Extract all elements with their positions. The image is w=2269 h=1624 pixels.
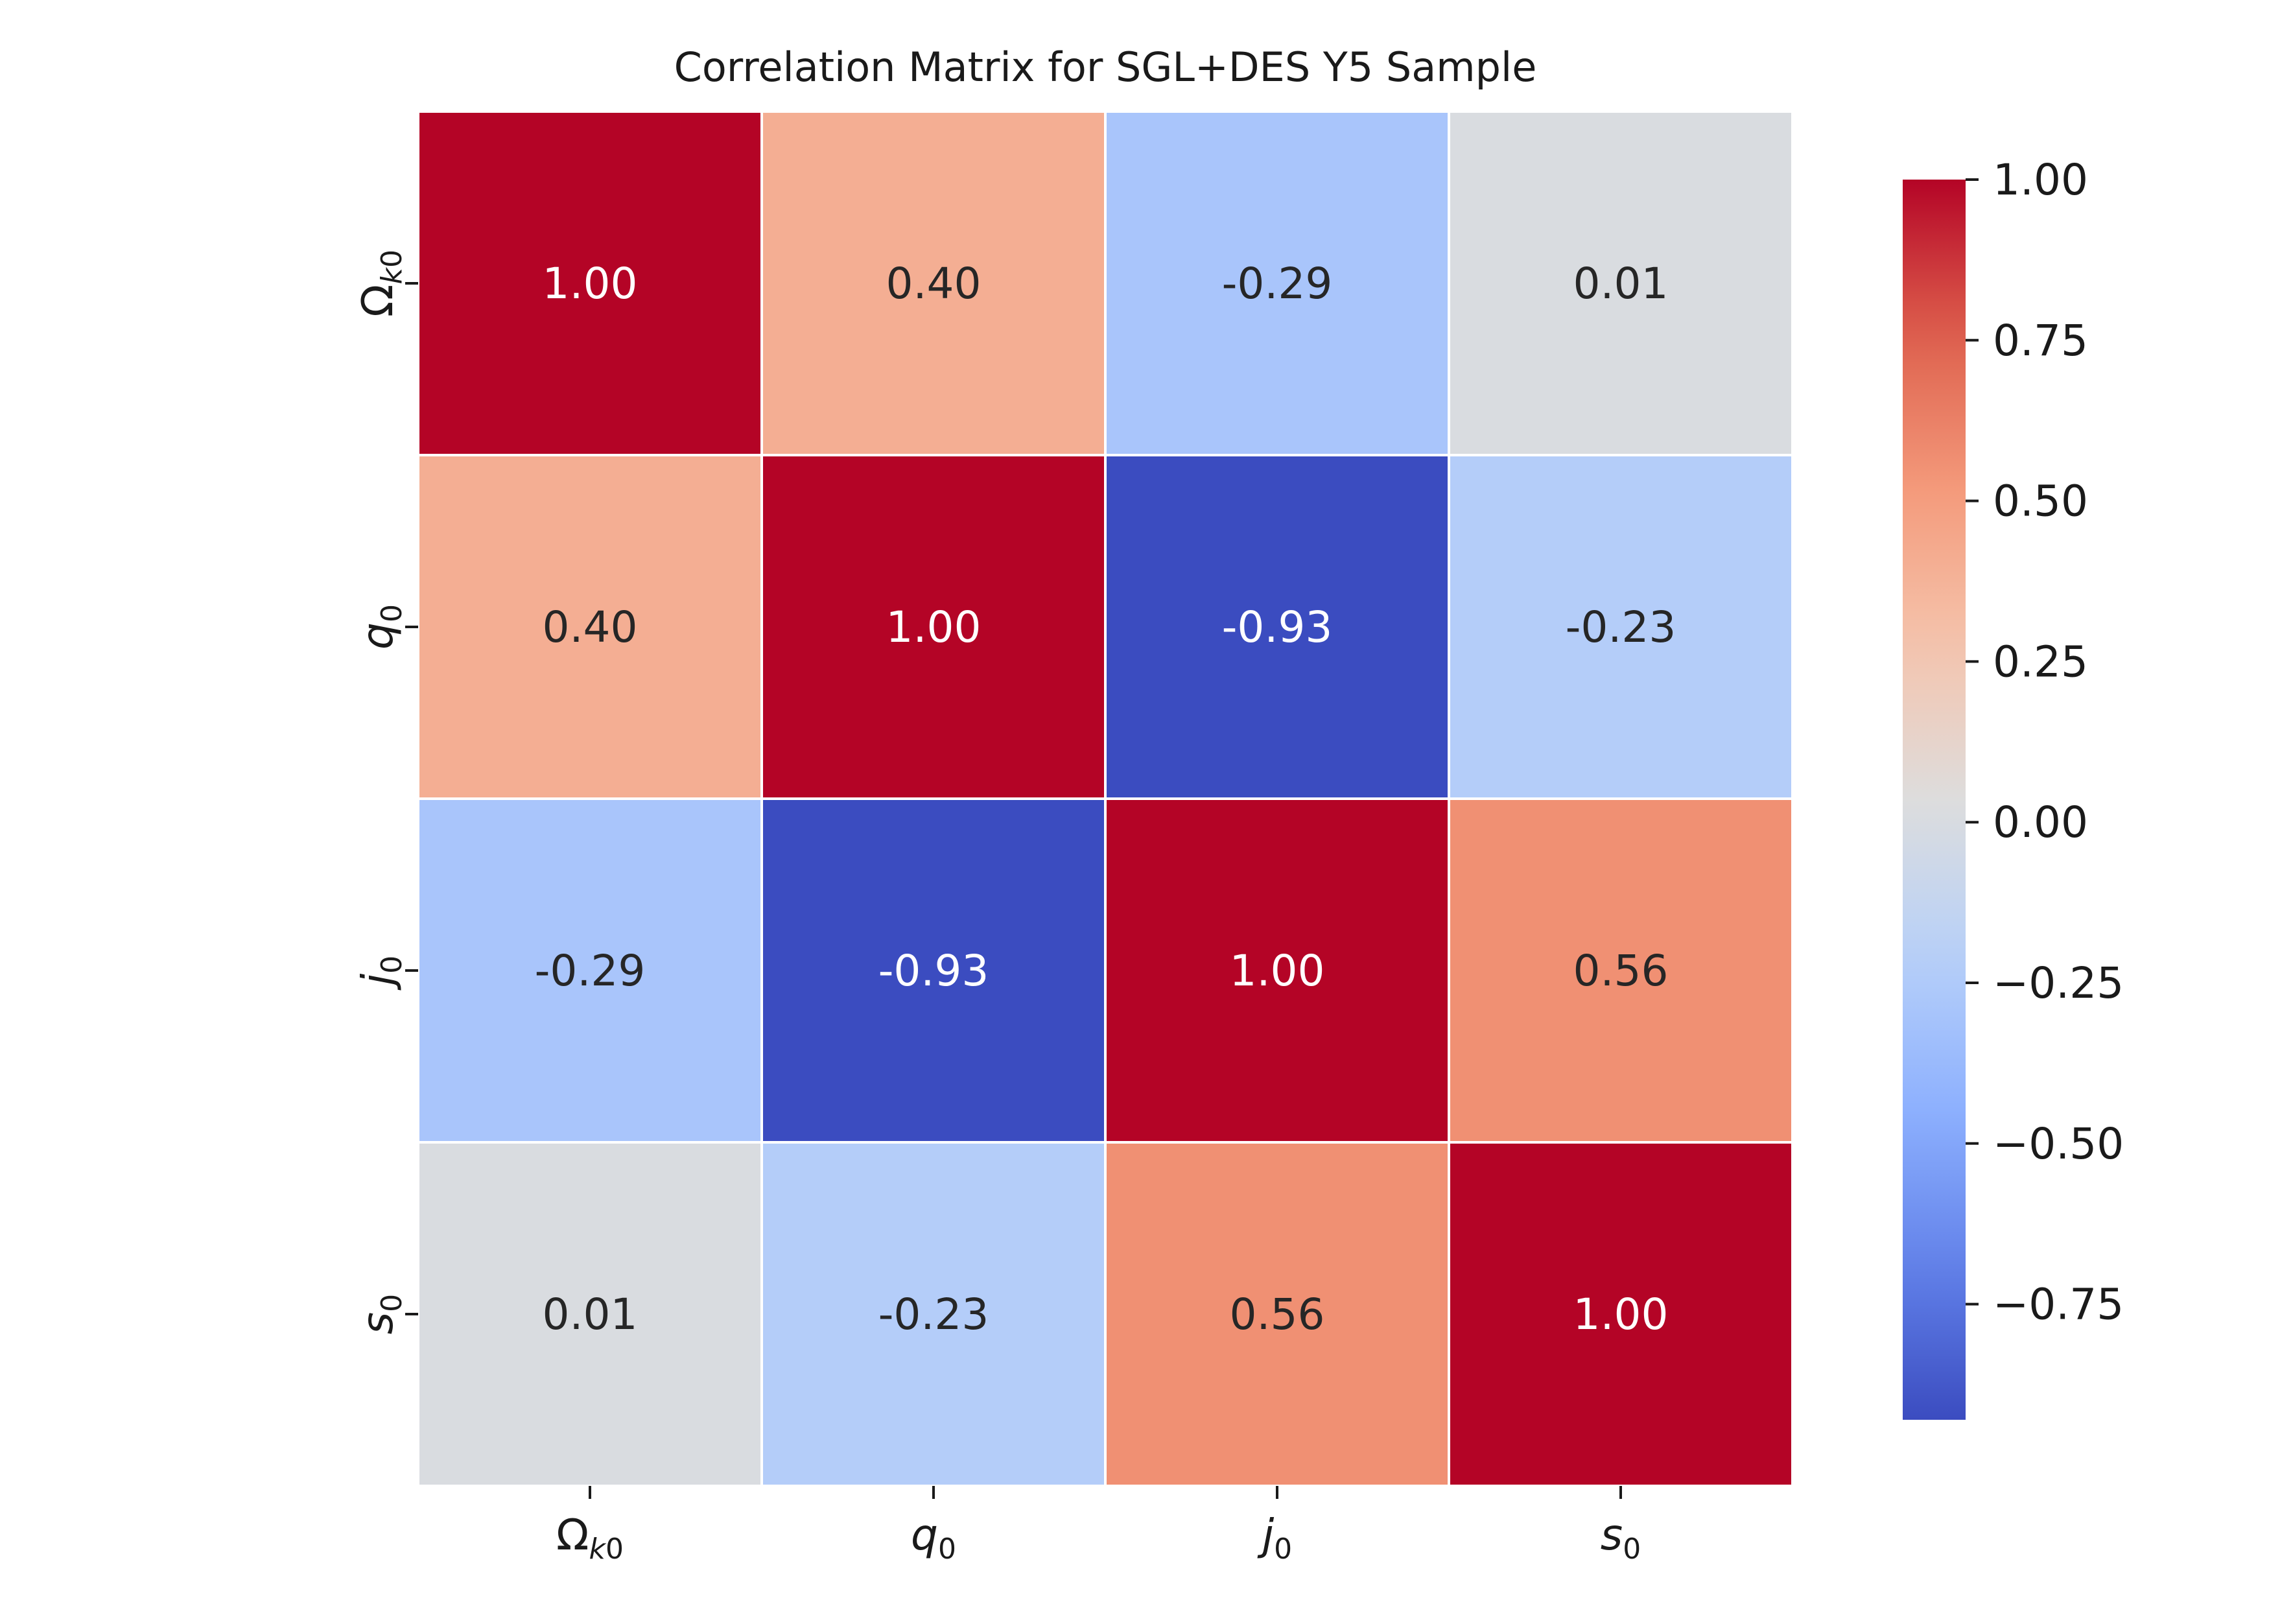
y-tick-label: q0 [353,604,408,650]
cell-value-label: -0.23 [1566,602,1676,652]
y-tick-label: Ωk0 [353,250,408,317]
cell-value-label: 0.56 [1230,1289,1325,1339]
cell-value-label: 1.00 [1230,946,1325,996]
colorbar-tick-label: 1.00 [1993,155,2088,205]
heatmap-cell [417,454,763,800]
y-tick-label: j0 [353,956,408,991]
colorbar: 1.00 0.75 0.50 0.25 0.00 −0.25 −0.50 −0.75 [1903,155,2124,1420]
x-axis: Ωk0 q0 j0 s0 [556,1486,1641,1566]
y-axis: Ωk0 q0 j0 s0 [353,250,418,1334]
heatmap-cell [760,797,1107,1144]
colorbar-tick-label: −0.25 [1993,958,2124,1008]
cell-value-label: 0.40 [886,259,982,309]
colorbar-tick-label: −0.50 [1993,1119,2124,1169]
colorbar-gradient [1903,180,1966,1420]
heatmap-cell [417,1141,763,1487]
cell-value-label: -0.93 [878,946,989,996]
x-tick-label: q0 [911,1510,956,1566]
colorbar-tick-label: −0.75 [1993,1280,2124,1330]
x-tick-label: j0 [1257,1510,1292,1566]
cell-value-label: 0.01 [543,1289,638,1339]
cell-value-label: 1.00 [1573,1289,1669,1339]
heatmap-cell [760,1141,1107,1487]
colorbar-tick-label: 0.25 [1993,637,2088,687]
heatmap-cell [1104,1141,1450,1487]
cell-value-label: -0.23 [878,1289,989,1339]
heatmap-cell [1448,797,1794,1144]
heatmap-cells: 1.00 0.40 -0.29 0.01 0.40 1.00 -0.93 -0.23 -0.29… [417,110,1794,1487]
colorbar-tick-label: 0.50 [1993,477,2088,526]
colorbar-tick-label: 0.00 [1993,797,2088,847]
cell-value-label: -0.29 [1222,259,1333,309]
cell-value-label: 1.00 [886,602,982,652]
heatmap-cell [760,454,1107,800]
cell-value-label: 1.00 [543,259,638,309]
heatmap-cell [1448,454,1794,800]
cell-value-label: 0.01 [1573,259,1669,309]
heatmap-cell [417,110,763,456]
heatmap-cell [1448,110,1794,456]
cell-value-label: -0.93 [1222,602,1333,652]
cell-value-label: 0.56 [1573,946,1669,996]
heatmap-cell [760,110,1107,456]
cell-value-label: -0.29 [535,946,646,996]
heatmap-cell [1104,110,1450,456]
y-tick-label: s0 [353,1294,408,1334]
chart-title: Correlation Matrix for SGL+DES Y5 Sample [674,43,1537,91]
cell-value-label: 0.40 [543,602,638,652]
x-tick-label: s0 [1601,1510,1641,1566]
colorbar-tick-label: 0.75 [1993,316,2088,366]
heatmap-cell [1448,1141,1794,1487]
x-tick-label: Ωk0 [556,1510,624,1566]
